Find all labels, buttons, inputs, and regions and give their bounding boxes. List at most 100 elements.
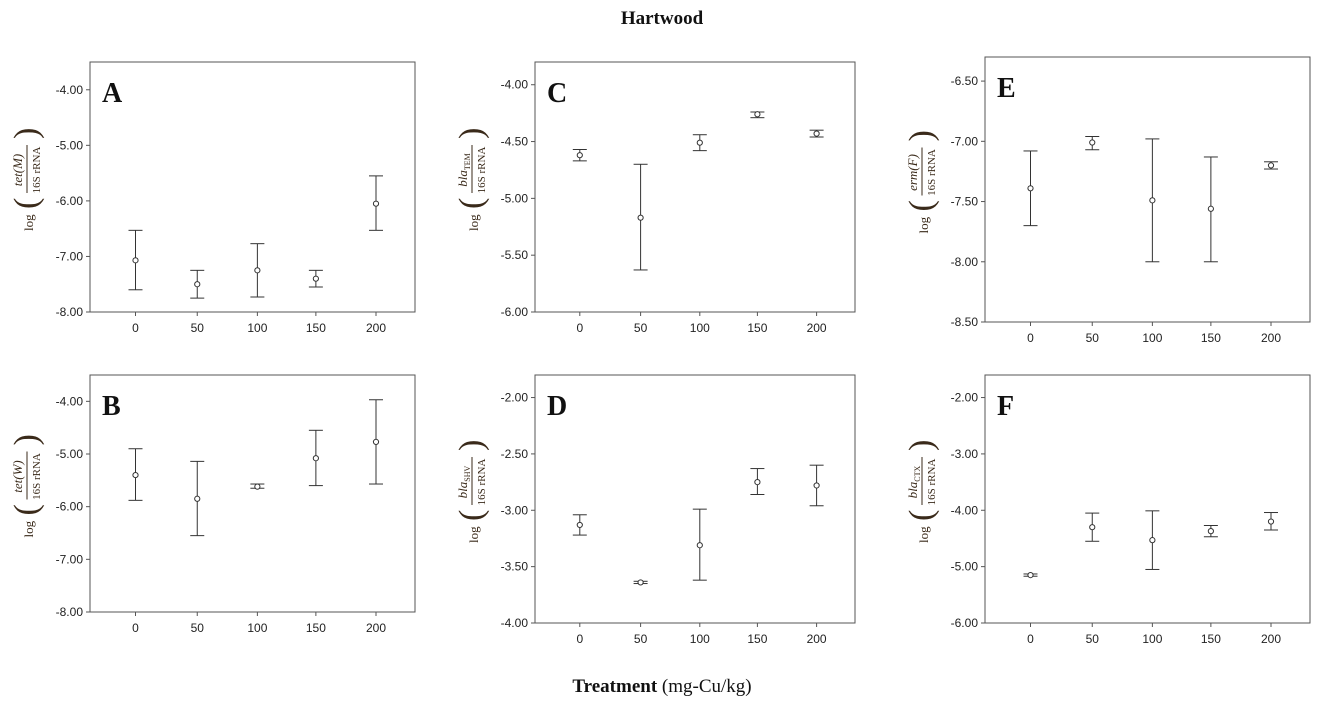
x-tick-label: 200 (366, 621, 386, 635)
mean-point (1027, 571, 1034, 579)
mean-point (254, 267, 261, 274)
mean-point (132, 471, 139, 479)
y-label-paren-right: ) (903, 440, 940, 451)
y-tick-label: -7.00 (56, 552, 84, 566)
x-tick-label: 200 (366, 321, 386, 335)
y-label-log: log (916, 526, 931, 543)
y-tick-label: -5.00 (501, 191, 529, 205)
panel-c: C -4.00 -4.50 -5.00 -5.50 -6.00 0 50 100 150 200 lo… (453, 61, 856, 335)
mean-point (194, 281, 201, 288)
mean-point (194, 495, 201, 502)
y-label-numerator: blaSHV (455, 465, 472, 498)
mean-point (1207, 205, 1214, 212)
y-label-log: log (466, 214, 481, 231)
mean-point (813, 130, 820, 137)
panel-b: B -4.00 -5.00 -6.00 -7.00 -8.00 0 50 100 150 200 lo… (8, 374, 416, 635)
y-label-numerator: blaCTX (905, 465, 922, 498)
mean-point (637, 214, 644, 221)
y-axis-label: log () erm(F) 16S rRNA (903, 130, 940, 233)
y-tick-label: -5.00 (56, 447, 84, 461)
x-tick-label: 200 (1261, 331, 1281, 345)
y-label-paren-right: ) (453, 128, 490, 139)
y-label-numerator: tet(M) (10, 154, 25, 187)
mean-point (1089, 524, 1096, 531)
y-tick-label: -2.00 (951, 391, 979, 405)
x-tick-label: 0 (576, 321, 583, 335)
y-tick-label: -4.00 (56, 394, 84, 408)
x-tick-label: 50 (1086, 331, 1100, 345)
mean-point (696, 139, 703, 146)
y-tick-label: -6.00 (501, 305, 529, 319)
panel-d: D -2.00 -2.50 -3.00 -3.50 -4.00 0 50 100 150 200 lo… (453, 374, 856, 646)
y-label-paren-right: ) (8, 128, 45, 139)
plot-frame (984, 56, 1311, 323)
x-tick-label: 50 (1086, 632, 1100, 646)
mean-point (1267, 162, 1275, 169)
mean-point (696, 542, 703, 549)
mean-point (1089, 139, 1096, 146)
x-tick-label: 0 (576, 632, 583, 646)
y-axis-label: log () blaSHV 16S rRNA (453, 440, 490, 543)
y-tick-label: -3.00 (951, 447, 979, 461)
y-tick-label: -6.00 (56, 500, 84, 514)
y-label-log: log (466, 526, 481, 543)
mean-point (312, 275, 319, 282)
x-tick-label: 50 (634, 632, 648, 646)
y-tick-label: -4.50 (501, 135, 529, 149)
y-tick-label: -8.50 (951, 315, 979, 329)
y-tick-label: -7.00 (951, 134, 979, 148)
y-tick-label: -2.00 (501, 391, 529, 405)
panel-letter: E (997, 73, 1016, 104)
y-tick-label: -4.00 (501, 78, 529, 92)
x-tick-label: 50 (191, 321, 205, 335)
mean-point (372, 200, 380, 207)
mean-point (1027, 185, 1034, 192)
mean-point (132, 257, 139, 264)
y-axis-label: log () blaCTX 16S rRNA (903, 440, 940, 543)
y-tick-label: -8.00 (56, 305, 84, 319)
mean-point (637, 579, 644, 586)
y-tick-label: -5.00 (56, 138, 84, 152)
y-tick-label: -8.00 (56, 605, 84, 619)
x-tick-label: 50 (191, 621, 205, 635)
mean-point (1149, 537, 1156, 544)
mean-point (312, 455, 319, 462)
x-tick-label: 0 (132, 321, 139, 335)
y-tick-label: -6.00 (951, 616, 979, 630)
y-label-paren-left: ( (8, 504, 45, 515)
x-tick-label: 150 (306, 621, 326, 635)
x-tick-label: 100 (247, 321, 267, 335)
panel-letter: D (547, 391, 567, 422)
plot-frame (89, 374, 416, 613)
y-label-paren-left: ( (903, 510, 940, 521)
x-tick-label: 100 (690, 632, 710, 646)
y-tick-label: -6.50 (951, 74, 979, 88)
mean-point (254, 483, 261, 490)
panel-letter: A (102, 78, 123, 109)
x-tick-label: 100 (247, 621, 267, 635)
mean-point (372, 438, 380, 445)
y-axis-label: log () tet(M) 16S rRNA (8, 128, 45, 231)
mean-point (754, 111, 761, 118)
y-label-numerator: blaTEM (455, 153, 472, 187)
x-tick-label: 0 (1027, 632, 1034, 646)
y-tick-label: -2.50 (501, 447, 529, 461)
y-tick-label: -8.00 (951, 255, 979, 269)
y-label-paren-right: ) (903, 130, 940, 141)
plot-frame (89, 61, 416, 313)
x-tick-label: 100 (690, 321, 710, 335)
y-axis-label: log () blaTEM 16S rRNA (453, 128, 490, 231)
x-tick-label: 150 (306, 321, 326, 335)
x-tick-label: 150 (747, 321, 767, 335)
y-label-paren-left: ( (453, 510, 490, 521)
x-axis-title: Treatment (mg-Cu/kg) (0, 676, 1324, 698)
y-label-log: log (21, 214, 36, 231)
x-axis-title-units: (mg-Cu/kg) (657, 676, 752, 697)
plot-frame (534, 61, 856, 313)
x-tick-label: 100 (1142, 331, 1162, 345)
y-tick-label: -5.00 (951, 560, 979, 574)
y-tick-label: -4.00 (951, 503, 979, 517)
x-tick-label: 150 (747, 632, 767, 646)
y-label-log: log (21, 520, 36, 537)
